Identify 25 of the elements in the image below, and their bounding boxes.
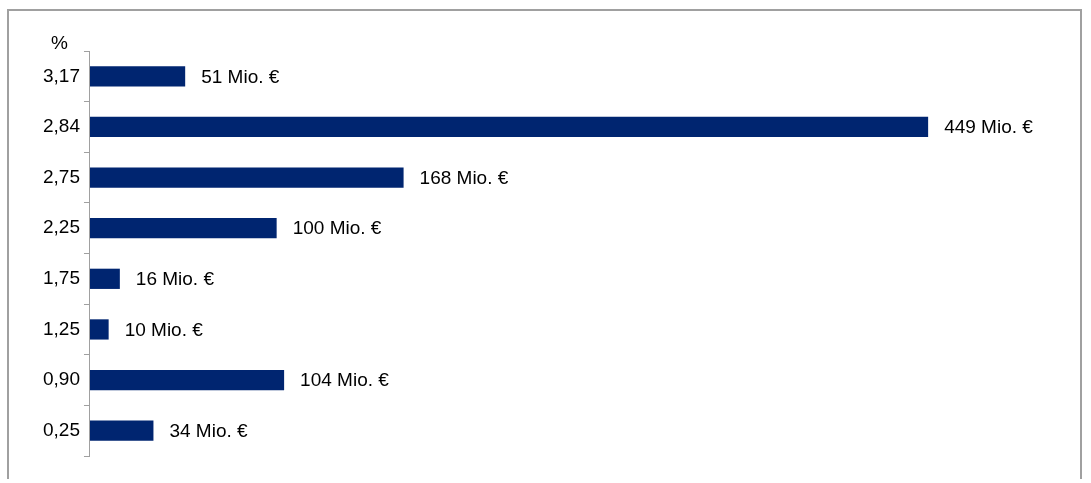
- y-tick-label: 3,17: [43, 64, 80, 86]
- bar: [89, 218, 277, 239]
- data-label: 16 Mio. €: [135, 268, 215, 290]
- y-tick-label: 2,25: [43, 216, 80, 238]
- y-tick-label: 1,25: [43, 317, 80, 339]
- bar: [89, 420, 154, 441]
- data-label: 10 Mio. €: [124, 318, 204, 340]
- bar: [89, 319, 109, 340]
- bar: [89, 116, 929, 138]
- y-tick-label: 1,75: [43, 267, 80, 289]
- y-tick-label: 0,25: [43, 418, 80, 440]
- y-tick-label: 2,84: [43, 115, 81, 137]
- data-label: 168 Mio. €: [419, 166, 509, 188]
- bar: [89, 66, 186, 87]
- y-tick-label: 0,90: [43, 368, 80, 390]
- data-label: 34 Mio. €: [169, 419, 249, 441]
- data-label: 51 Mio. €: [201, 65, 280, 87]
- bar: [89, 167, 404, 188]
- bar: [89, 268, 120, 289]
- bar: [89, 369, 285, 391]
- data-label: 449 Mio. €: [944, 116, 1034, 138]
- y-axis-title: %: [51, 31, 68, 53]
- data-label: 104 Mio. €: [300, 369, 390, 391]
- data-label: 100 Mio. €: [292, 217, 382, 239]
- y-tick-label: 2,75: [43, 165, 80, 187]
